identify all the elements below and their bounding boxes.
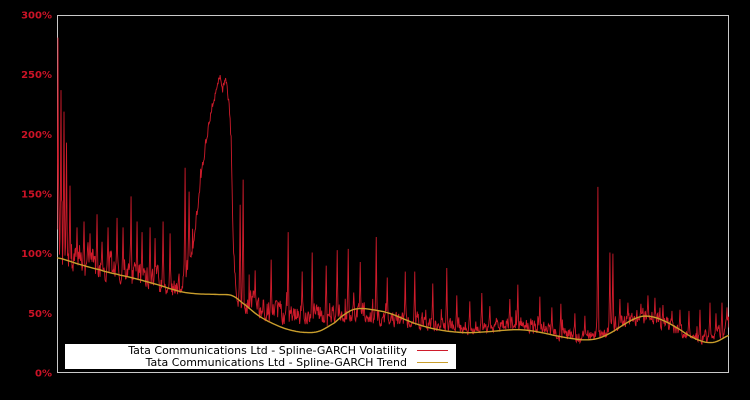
y-tick-label: 0% [35,369,52,380]
y-tick-label: 200% [21,130,52,141]
y-tick-label: 250% [21,70,52,81]
legend-row-volatility: Tata Communications Ltd - Spline-GARCH V… [69,345,450,357]
legend: Tata Communications Ltd - Spline-GARCH V… [65,344,456,369]
y-tick-label: 150% [21,190,52,201]
y-tick-label: 300% [21,11,52,22]
y-axis-tick-labels: 0% 50% 100% 150% 200% 250% 300% [21,11,52,380]
legend-label-trend: Tata Communications Ltd - Spline-GARCH T… [145,355,407,369]
y-tick-label: 100% [21,249,52,260]
volatility-line-swatch [417,350,448,352]
legend-label-volatility: Tata Communications Ltd - Spline-GARCH V… [128,344,407,358]
volatility-series-line [57,37,729,345]
trend-series-line [57,257,729,344]
legend-row-trend: Tata Communications Ltd - Spline-GARCH T… [69,357,450,369]
trend-line-swatch [417,361,448,363]
y-tick-label: 50% [28,309,52,320]
